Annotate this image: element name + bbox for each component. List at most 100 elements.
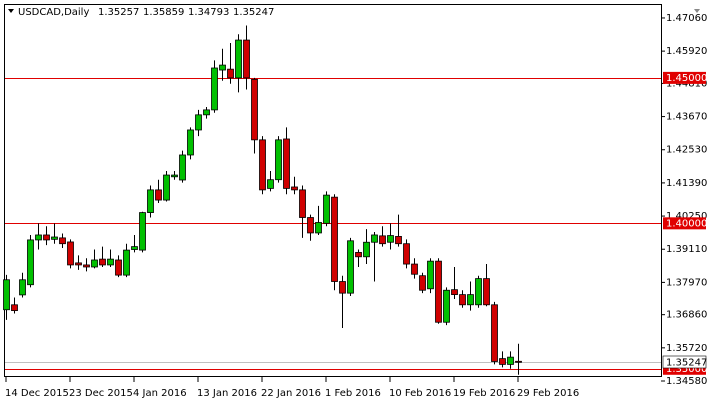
candle-body [459, 294, 466, 306]
y-tick-label: 1.36860 [666, 310, 707, 321]
candle-body [403, 243, 410, 265]
y-tick-label: 1.47060 [666, 13, 707, 24]
candle-body [267, 179, 274, 189]
candle-body [243, 39, 250, 79]
candle-body [171, 174, 178, 178]
menu-triangle[interactable] [8, 9, 14, 13]
candle-body [195, 114, 202, 131]
x-tick-label: 13 Jan 2016 [197, 388, 257, 399]
x-tick-label: 4 Jan 2016 [133, 388, 187, 399]
candle-body [395, 236, 402, 245]
candle-body [115, 259, 122, 276]
candle-body [491, 304, 498, 362]
candle-body [35, 234, 42, 241]
candle-body [451, 289, 458, 296]
x-tick-label: 14 Dec 2015 [5, 388, 69, 399]
candle-body [507, 356, 514, 365]
candle-body [123, 249, 130, 276]
y-tick-label: 1.41390 [666, 178, 707, 189]
candle-body [219, 64, 226, 71]
chart-title: USDCAD,Daily [18, 7, 89, 18]
candle-body [339, 281, 346, 294]
candle-body [283, 138, 290, 189]
candle-body [315, 222, 322, 234]
candle-body [291, 186, 298, 191]
candle-body [411, 263, 418, 275]
candle-body [11, 304, 18, 312]
x-tick-label: 22 Jan 2016 [261, 388, 321, 399]
candle-body [163, 174, 170, 201]
candle-body [467, 294, 474, 306]
candle-body [3, 279, 10, 311]
candle-body [51, 236, 58, 240]
candle-body [99, 258, 106, 266]
candle-body [107, 258, 114, 266]
y-tick-label: 1.44810 [666, 78, 707, 89]
x-tick-label: 10 Feb 2016 [389, 388, 451, 399]
candle-body [363, 241, 370, 258]
x-tick-label: 29 Feb 2016 [517, 388, 579, 399]
candle-body [347, 240, 354, 294]
candle-body [139, 212, 146, 251]
x-tick-label: 23 Dec 2015 [69, 388, 133, 399]
candle-body [355, 252, 362, 258]
plot-frame [4, 4, 662, 377]
y-tick-label: 1.42530 [666, 145, 707, 156]
candle-body [331, 196, 338, 282]
candle-body [499, 358, 506, 365]
header-high: 1.35859 [143, 7, 184, 18]
price-label: 1.40000 [666, 218, 707, 229]
y-tick-label: 1.40250 [666, 211, 707, 222]
price-label: 1.45000 [666, 73, 707, 84]
candle-body [275, 139, 282, 181]
candle-body [211, 67, 218, 111]
header-open: 1.35257 [98, 7, 139, 18]
candle-body [307, 217, 314, 234]
candle-body [427, 260, 434, 290]
candle-body [387, 235, 394, 243]
price-label-box [663, 217, 706, 230]
candle-body [259, 139, 266, 191]
header-low: 1.34793 [188, 7, 229, 18]
header-close: 1.35247 [233, 7, 274, 18]
price-label-box [663, 71, 706, 84]
candle-body [475, 278, 482, 306]
candle-body [83, 264, 90, 268]
y-tick-label: 1.34580 [666, 376, 707, 387]
candle-body [19, 279, 26, 296]
x-tick-label: 19 Feb 2016 [453, 388, 515, 399]
candle-body [299, 189, 306, 218]
candle-body [227, 68, 234, 79]
y-tick-label: 1.43670 [666, 112, 707, 123]
y-tick-label: 1.35720 [666, 343, 707, 354]
candle-body [323, 194, 330, 224]
candle-body [147, 189, 154, 213]
candle-body [379, 235, 386, 245]
candle-body [203, 109, 210, 116]
candle-body [483, 278, 490, 306]
candle-body [27, 239, 34, 286]
candle-body [59, 237, 66, 245]
price-label-box [662, 355, 707, 369]
candle-body [91, 259, 98, 268]
candle-body [235, 39, 242, 79]
candle-body [251, 78, 258, 141]
candle-body [155, 189, 162, 201]
candle-body [75, 262, 82, 266]
y-tick-label: 1.39110 [666, 244, 707, 255]
candle-body [187, 129, 194, 156]
x-tick-label: 1 Feb 2016 [325, 388, 381, 399]
candle-body [371, 234, 378, 243]
scroll-triangle[interactable] [694, 9, 700, 13]
candle-body [419, 275, 426, 291]
candle-body [131, 246, 138, 250]
candle-body [179, 154, 186, 181]
y-tick-label: 1.37970 [666, 277, 707, 288]
candle-body [67, 241, 74, 266]
candle-body [515, 360, 522, 363]
candle-body [443, 289, 450, 323]
candle-body [43, 234, 50, 241]
price-label: 1.35000 [666, 364, 707, 375]
